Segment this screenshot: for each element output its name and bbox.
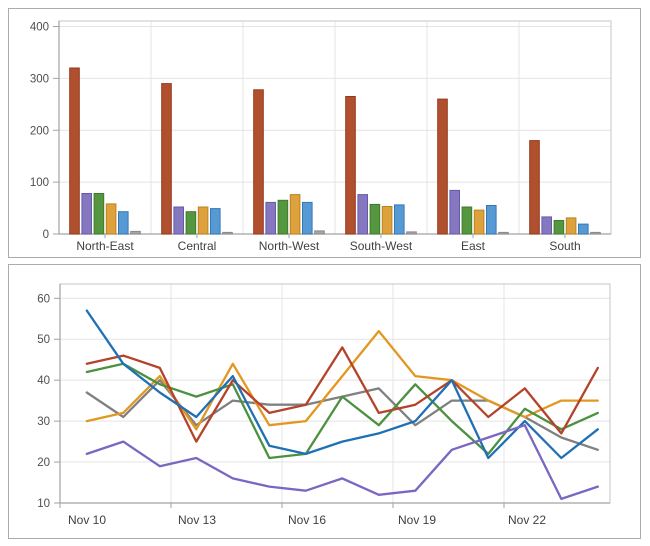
y-tick-label: 200 xyxy=(30,125,49,137)
x-tick-label: Nov 13 xyxy=(178,513,216,527)
bar-chart-panel: 0 100 200 300 400 North-East Central North-West… xyxy=(8,8,641,258)
bar-purple-bars xyxy=(449,189,460,235)
bar-chart-svg: 0 100 200 300 400 North-East Central North-West… xyxy=(30,20,612,253)
bar-gray-bars xyxy=(314,230,325,235)
y-tick-label: 30 xyxy=(37,416,50,428)
bar-green-bars xyxy=(277,199,289,235)
bar-gray-bars xyxy=(498,231,509,235)
series-blue-line xyxy=(85,309,599,460)
x-tick-label: Nov 19 xyxy=(398,513,436,527)
y-tick-label: 40 xyxy=(37,375,50,387)
bar-brick-red-bars xyxy=(437,98,448,235)
bar-blue-bars xyxy=(394,204,405,235)
y-tick-label: 10 xyxy=(37,498,50,510)
bar-orange-bars xyxy=(289,194,301,235)
category-label: East xyxy=(461,239,486,253)
bar-brick-red-bars xyxy=(161,83,172,235)
bar-gray-bars xyxy=(406,231,417,235)
bar-gray-bars xyxy=(222,231,233,235)
bar-orange-bars xyxy=(105,203,117,235)
line-chart-panel: 10 20 30 40 50 60 Nov 10 Nov 13 Nov 16 Nov 19 Nov … xyxy=(8,264,641,539)
category-label: North-East xyxy=(76,239,134,253)
bar-purple-bars xyxy=(81,193,93,235)
y-tick-label: 60 xyxy=(37,293,50,305)
bar-purple-bars xyxy=(357,194,368,235)
bar-orange-bars xyxy=(565,217,577,235)
bar-brick-red-bars xyxy=(529,140,540,235)
bar-blue-bars xyxy=(578,223,589,235)
y-tick-label: 400 xyxy=(30,22,49,34)
series-green-line xyxy=(85,362,599,460)
bar-blue-bars xyxy=(210,208,221,235)
bar-blue-bars xyxy=(118,211,129,235)
bar-green-bars xyxy=(185,211,197,235)
series-purple-line xyxy=(85,424,599,501)
bar-orange-bars xyxy=(381,206,393,235)
bar-brick-red-bars xyxy=(69,67,80,235)
y-tick-label: 20 xyxy=(37,457,50,469)
y-tick-label: 0 xyxy=(43,229,49,241)
y-tick-label: 100 xyxy=(30,177,49,189)
bar-green-bars xyxy=(93,193,105,235)
category-label: North-West xyxy=(259,239,320,253)
bar-gray-bars xyxy=(590,231,601,235)
bar-purple-bars xyxy=(173,206,184,235)
bar-orange-bars xyxy=(197,206,209,235)
bar-orange-bars xyxy=(473,209,485,235)
bar-blue-bars xyxy=(486,205,497,235)
x-tick-label: Nov 10 xyxy=(68,513,106,527)
bar-purple-bars xyxy=(541,216,553,235)
bar-green-bars xyxy=(461,206,473,235)
bar-blue-bars xyxy=(302,201,313,235)
category-label: South xyxy=(549,239,580,253)
bar-brick-red-bars xyxy=(345,96,356,235)
series-red-line xyxy=(85,346,599,443)
bar-green-bars xyxy=(369,203,381,235)
category-label: South-West xyxy=(350,239,413,253)
y-tick-label: 50 xyxy=(37,334,50,346)
category-label: Central xyxy=(178,239,217,253)
bar-gray-bars xyxy=(130,230,141,235)
x-tick-label: Nov 22 xyxy=(508,513,546,527)
y-tick-label: 300 xyxy=(30,73,49,85)
bar-purple-bars xyxy=(265,201,276,235)
bar-green-bars xyxy=(553,220,565,235)
bar-brick-red-bars xyxy=(253,89,264,235)
line-chart-svg: 10 20 30 40 50 60 Nov 10 Nov 13 Nov 16 Nov 19 Nov … xyxy=(37,283,611,527)
x-tick-label: Nov 16 xyxy=(288,513,326,527)
